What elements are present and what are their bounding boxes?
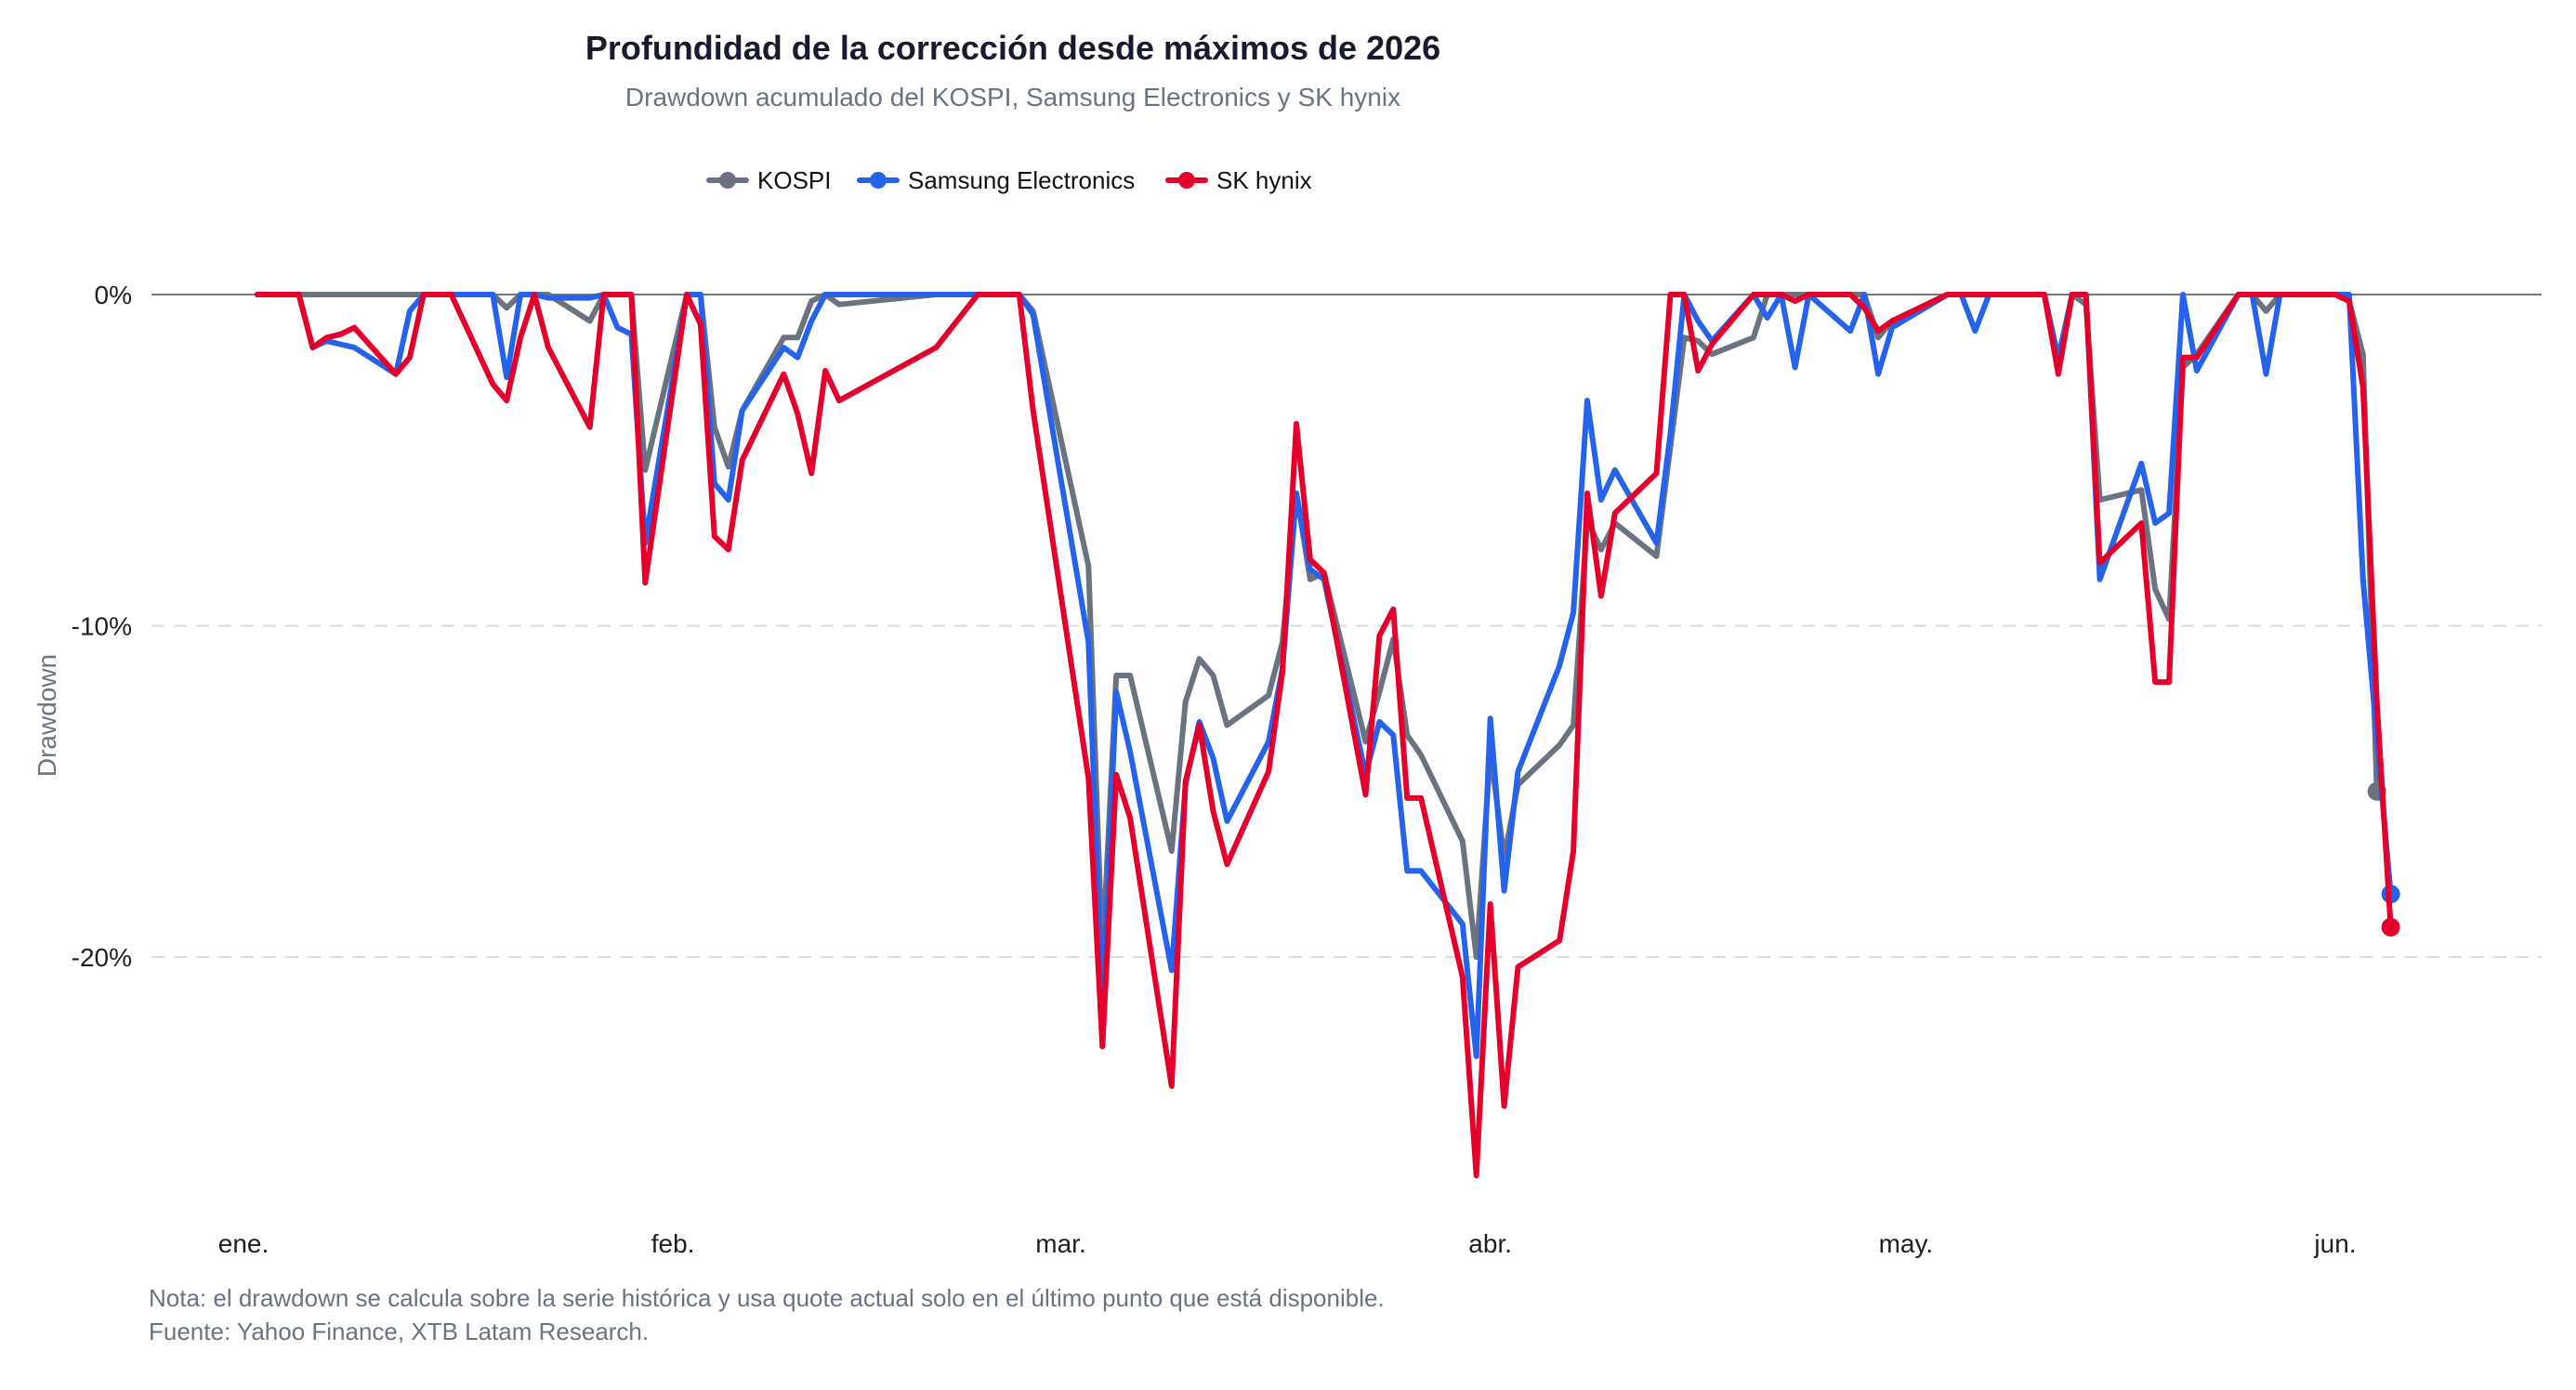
y-tick-label: -10% (72, 612, 132, 641)
legend-marker (1178, 172, 1195, 189)
y-axis: 0% -10% -20% (72, 281, 132, 972)
chart-subtitle: Drawdown acumulado del KOSPI, Samsung El… (625, 83, 1400, 111)
x-tick-label: feb. (651, 1229, 695, 1258)
legend-label: SK hynix (1216, 166, 1312, 194)
legend-label: KOSPI (757, 166, 831, 194)
legend-marker (719, 172, 736, 189)
y-axis-title: Drawdown (33, 654, 61, 777)
caption-note: Nota: el drawdown se calcula sobre la se… (149, 1284, 1385, 1312)
x-tick-label: may. (1879, 1229, 1934, 1258)
x-tick-label: jun. (2313, 1229, 2356, 1258)
series-line (254, 292, 2394, 1179)
legend: KOSPI Samsung Electronics SK hynix (706, 166, 1312, 194)
y-tick-label: -20% (72, 943, 132, 972)
x-tick-label: abr. (1468, 1229, 1512, 1258)
caption-source: Fuente: Yahoo Finance, XTB Latam Researc… (149, 1318, 649, 1345)
y-tick-label: 0% (95, 281, 132, 309)
chart-title: Profundidad de la corrección desde máxim… (585, 29, 1440, 67)
legend-marker (870, 172, 887, 189)
x-tick-label: mar. (1035, 1229, 1085, 1258)
series-lines (254, 292, 2400, 1179)
x-tick-label: ene. (218, 1229, 269, 1258)
series-end-point (2381, 917, 2400, 937)
legend-label: Samsung Electronics (908, 166, 1135, 194)
x-axis: ene. feb. mar. abr. may. jun. (218, 1229, 2357, 1258)
